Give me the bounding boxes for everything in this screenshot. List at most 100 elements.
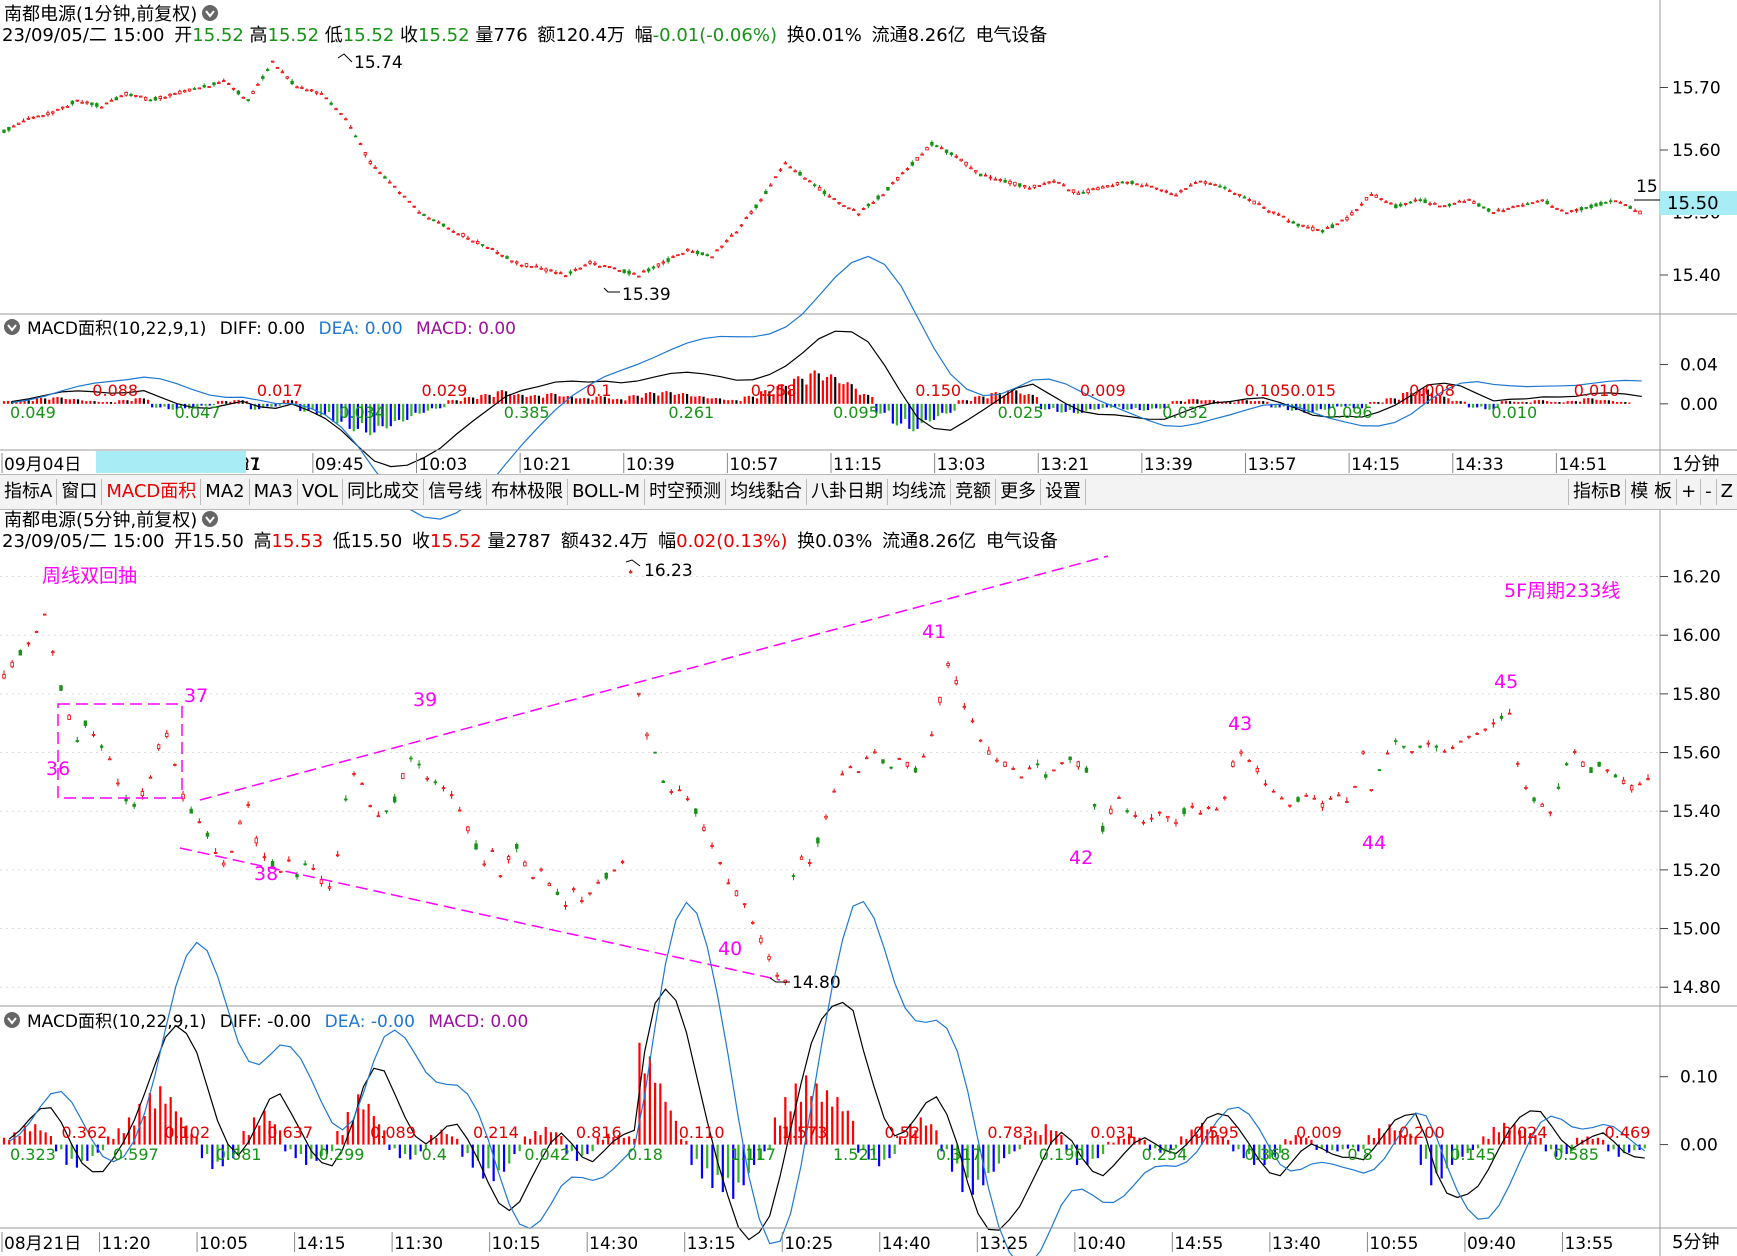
top-settings-icon[interactable] — [202, 5, 218, 21]
candle-body — [56, 108, 60, 111]
candle-body — [1524, 787, 1528, 789]
candle-body — [407, 200, 412, 203]
toolbar-item[interactable]: MA2 — [201, 479, 250, 505]
candle-body — [192, 88, 197, 90]
macd-area-label: 0.017 — [257, 381, 303, 400]
candle-body — [1011, 768, 1015, 770]
time-axis-label: 13:39 — [1144, 455, 1193, 475]
candle-body — [1328, 797, 1333, 800]
toolbar-right-item[interactable]: 指标B — [1567, 479, 1625, 505]
toolbar-item[interactable]: 更多 — [996, 479, 1042, 505]
candle-body — [563, 905, 568, 907]
candle-body — [1535, 200, 1540, 203]
bottom-chg-label: 幅 — [658, 531, 676, 552]
candle-body — [808, 862, 812, 865]
bottom-high-marker — [625, 559, 641, 567]
candle-body — [769, 184, 773, 187]
candle-body — [1091, 188, 1095, 191]
time-axis-label: 13:15 — [687, 1234, 736, 1254]
candle-body — [173, 764, 177, 766]
candle-body — [775, 974, 779, 977]
toolbar-item[interactable]: 均线黏合 — [726, 479, 808, 505]
candle-body — [335, 854, 340, 857]
candle-body — [1361, 751, 1365, 754]
candle-body — [628, 571, 633, 574]
toolbar-right-item[interactable]: - — [1700, 479, 1716, 505]
top-macd-settings-icon[interactable] — [4, 319, 20, 335]
toolbar-right-item[interactable]: 模 板 — [1625, 479, 1676, 505]
upper-trendline[interactable] — [199, 555, 1109, 801]
wave-label: 39 — [413, 689, 437, 711]
candle-body — [642, 270, 646, 273]
bottom-settings-icon[interactable] — [202, 511, 218, 527]
toolbar-item[interactable]: 同比成交 — [343, 479, 425, 505]
candle-body — [910, 161, 915, 166]
toolbar-item[interactable]: 均线流 — [888, 479, 952, 505]
consolidation-box[interactable] — [57, 703, 183, 799]
toolbar-right-item[interactable]: + — [1676, 479, 1700, 505]
bottom-period-label[interactable]: 5分钟 — [1672, 1232, 1719, 1253]
toolbar-item[interactable]: VOL — [298, 479, 344, 505]
candle-body — [1438, 205, 1442, 208]
toolbar-item[interactable]: 八卦日期 — [807, 479, 889, 505]
candle-body — [1239, 751, 1243, 754]
bottom-candles — [2, 569, 1650, 986]
candle-body — [1044, 774, 1048, 778]
candle-body — [1646, 778, 1650, 781]
toolbar-item[interactable]: 布林极限 — [487, 479, 569, 505]
bottom-macd-diff: DIFF: -0.00 — [220, 1012, 311, 1032]
toolbar-item[interactable]: 时空预测 — [645, 479, 727, 505]
candle-body — [114, 97, 119, 101]
toolbar-right-item[interactable]: Z — [1715, 479, 1737, 505]
candle-body — [1521, 204, 1525, 207]
candle-body — [1027, 767, 1032, 770]
bottom-float-label: 流通 — [882, 531, 918, 552]
time-axis-label: 10:15 — [492, 1234, 541, 1254]
candle-body — [290, 80, 294, 85]
candle-body — [474, 843, 478, 850]
candle-body — [26, 117, 31, 120]
toolbar-item[interactable]: 指标A — [0, 479, 58, 505]
candle-body — [360, 783, 364, 786]
candle-body — [1394, 204, 1398, 209]
candle-body — [1389, 202, 1393, 205]
candle-body — [1550, 205, 1554, 208]
candle-body — [773, 176, 778, 179]
candle-body — [1101, 825, 1105, 832]
time-axis-label: 09:40 — [1467, 1234, 1516, 1254]
candle-body — [31, 116, 36, 119]
time-axis-label: 14:55 — [1174, 1234, 1223, 1254]
toolbar-item[interactable]: MA3 — [250, 479, 298, 505]
toolbar-item[interactable]: MACD面积 — [102, 479, 202, 505]
candle-body — [344, 118, 348, 121]
candle-body — [388, 181, 392, 184]
candle-body — [905, 168, 910, 171]
candle-body — [832, 198, 836, 201]
top-amt-label: 额 — [537, 25, 555, 46]
toolbar-item[interactable]: 窗口 — [57, 479, 103, 505]
toolbar-item[interactable]: BOLL-M — [568, 479, 646, 505]
candle-body — [383, 176, 387, 179]
macd-area-label: 0.597 — [113, 1145, 159, 1164]
lower-trendline[interactable] — [179, 847, 781, 981]
candle-body — [178, 90, 182, 95]
toolbar-item[interactable]: 竞额 — [951, 479, 997, 505]
candle-body — [1115, 182, 1120, 186]
candle-body — [287, 859, 291, 862]
toolbar-item[interactable]: 信号线 — [424, 479, 488, 505]
candle-body — [1556, 786, 1561, 789]
candle-body — [959, 158, 963, 162]
chevron-down-icon — [7, 1017, 17, 1025]
candle-body — [848, 766, 853, 769]
macd-area-label: 0.18 — [627, 1145, 663, 1164]
candle-body — [1035, 763, 1040, 766]
top-period-label[interactable]: 1分钟 — [1672, 454, 1719, 475]
candle-body — [637, 692, 641, 695]
toolbar-item[interactable]: 设置 — [1041, 479, 1087, 505]
macd-area-label: 0.385 — [504, 403, 550, 422]
candle-body — [376, 815, 381, 818]
bottom-macd-settings-icon[interactable] — [4, 1012, 20, 1028]
candle-body — [1037, 185, 1042, 187]
candle-body — [969, 167, 973, 170]
candle-body — [856, 771, 861, 774]
